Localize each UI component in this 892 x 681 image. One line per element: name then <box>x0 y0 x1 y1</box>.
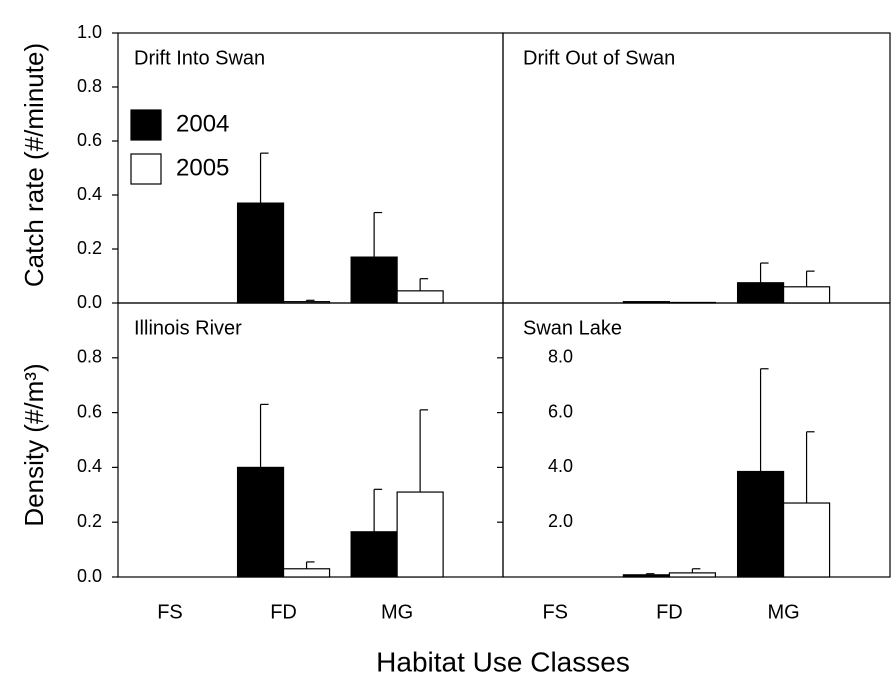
y-tick-label: 0.0 <box>77 292 102 312</box>
legend-swatch <box>130 109 162 141</box>
bar <box>622 574 671 578</box>
bar <box>782 502 831 578</box>
y-tick-label: 0.0 <box>77 566 102 586</box>
legend-label: 2005 <box>176 154 229 181</box>
y-tick-label: 2.0 <box>548 511 573 531</box>
y-axis-label: Catch rate (#/minute) <box>19 43 49 287</box>
panel-frame <box>117 302 504 578</box>
bar <box>396 290 444 304</box>
x-tick-label: FS <box>157 601 183 623</box>
bar <box>282 568 331 578</box>
bar <box>236 466 285 578</box>
y-tick-label: 4.0 <box>548 456 573 476</box>
bar <box>236 202 285 304</box>
bar <box>350 256 398 304</box>
y-tick-label: 0.8 <box>77 347 102 367</box>
y-tick-label: 0.8 <box>77 76 102 96</box>
panel-title: Swan Lake <box>523 317 622 339</box>
y-tick-label: 0.6 <box>77 401 102 421</box>
panel-frame <box>502 32 891 304</box>
y-tick-label: 1.0 <box>77 22 102 42</box>
bar <box>782 286 831 304</box>
x-tick-label: FD <box>270 601 297 623</box>
y-tick-label: 6.0 <box>548 401 573 421</box>
x-tick-label: FD <box>656 601 683 623</box>
bar <box>736 282 785 304</box>
bar <box>736 470 785 578</box>
x-axis-label: Habitat Use Classes <box>376 646 630 677</box>
panel-title: Illinois River <box>134 317 242 339</box>
y-tick-label: 0.6 <box>77 130 102 150</box>
y-tick-label: 0.4 <box>77 184 102 204</box>
bar <box>350 531 398 578</box>
y-axis-label: Density (#/m³) <box>19 363 49 526</box>
x-tick-label: FS <box>542 601 568 623</box>
y-tick-label: 0.4 <box>77 456 102 476</box>
bar <box>668 572 717 578</box>
y-tick-label: 0.2 <box>77 511 102 531</box>
legend-label: 2004 <box>176 110 229 137</box>
x-tick-label: MG <box>767 601 799 623</box>
panel-title: Drift Into Swan <box>134 47 265 69</box>
x-tick-label: MG <box>381 601 413 623</box>
bar <box>396 491 444 578</box>
y-tick-label: 0.2 <box>77 238 102 258</box>
legend-swatch <box>130 153 162 185</box>
y-tick-label: 8.0 <box>548 347 573 367</box>
panel-frame <box>502 302 891 578</box>
panel-title: Drift Out of Swan <box>523 47 675 69</box>
